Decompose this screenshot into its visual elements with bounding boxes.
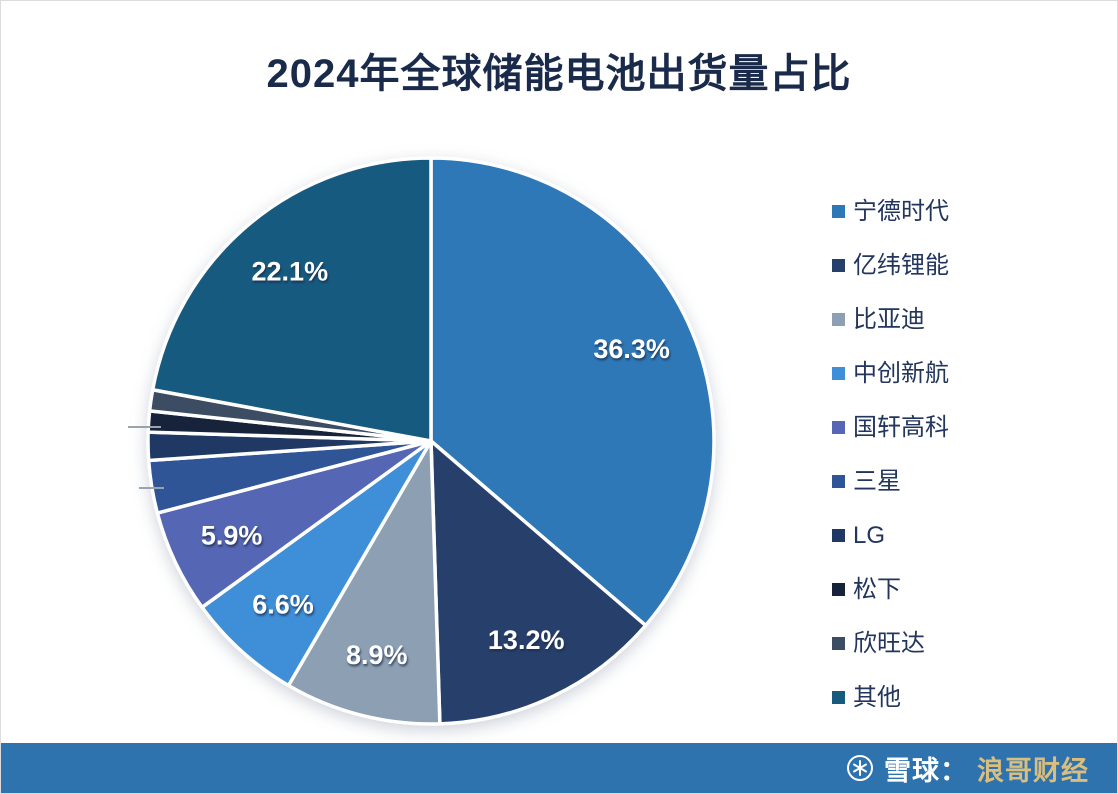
legend-item-8: 欣旺达: [832, 631, 949, 656]
legend-swatch-icon: [832, 583, 845, 596]
pie-chart: 36.3% 13.2% 8.9% 6.6% 5.9% 22.1%: [146, 156, 716, 726]
legend-swatch-icon: [832, 259, 845, 272]
legend-swatch-icon: [832, 691, 845, 704]
pie-slice-label-4: 5.9%: [201, 521, 263, 551]
legend-swatch-icon: [832, 529, 845, 542]
brand-name: 浪哥财经: [977, 755, 1089, 786]
legend-item-9: 其他: [832, 685, 949, 710]
brand-prefix: 雪球：: [884, 755, 968, 786]
legend-label: LG: [853, 522, 886, 549]
chart-legend: 宁德时代亿纬锂能比亚迪中创新航国轩高科三星 LG 松下欣旺达其他: [832, 199, 949, 710]
pie-slice-1: [429, 439, 648, 726]
watermark-bar: 雪球： 浪哥财经: [1, 743, 1117, 793]
legend-swatch-icon: [832, 313, 845, 326]
legend-label: 其他: [853, 684, 901, 711]
pie-slice-label-2: 8.9%: [346, 640, 408, 670]
chart-title: 2024年全球储能电池出货量占比: [266, 52, 852, 96]
legend-label: 国轩高科: [853, 414, 949, 441]
pie-slice-label-9: 22.1%: [252, 256, 329, 286]
legend-item-1: 亿纬锂能: [832, 253, 949, 278]
pie-slice-0: [429, 156, 716, 628]
legend-item-2: 比亚迪: [832, 307, 949, 332]
pie-slice-3: [200, 439, 433, 688]
legend-item-6: LG: [832, 523, 949, 548]
legend-swatch-icon: [832, 475, 845, 488]
legend-label: 中创新航: [853, 360, 949, 387]
legend-swatch-icon: [832, 367, 845, 380]
pie-slice-2: [286, 439, 442, 726]
pie-slice-label-1: 13.2%: [488, 625, 565, 655]
snowball-icon: [847, 755, 873, 781]
legend-swatch-icon: [832, 421, 845, 434]
legend-swatch-icon: [832, 637, 845, 650]
leader-line-small-slice: [139, 487, 164, 489]
pie-slice-label-3: 6.6%: [252, 590, 314, 620]
legend-swatch-icon: [832, 205, 845, 218]
legend-label: 欣旺达: [853, 630, 925, 657]
legend-label: 三星: [853, 468, 901, 495]
pie-slice-9: [150, 156, 433, 443]
leader-line-small-slice: [128, 426, 161, 428]
legend-item-4: 国轩高科: [832, 415, 949, 440]
legend-label: 亿纬锂能: [853, 252, 949, 279]
legend-label: 宁德时代: [853, 198, 949, 225]
legend-label: 松下: [853, 576, 901, 603]
pie-slice-label-0: 36.3%: [593, 334, 670, 364]
legend-item-0: 宁德时代: [832, 199, 949, 224]
legend-item-7: 松下: [832, 577, 949, 602]
legend-item-3: 中创新航: [832, 361, 949, 386]
legend-item-5: 三星: [832, 469, 949, 494]
legend-label: 比亚迪: [853, 306, 925, 333]
